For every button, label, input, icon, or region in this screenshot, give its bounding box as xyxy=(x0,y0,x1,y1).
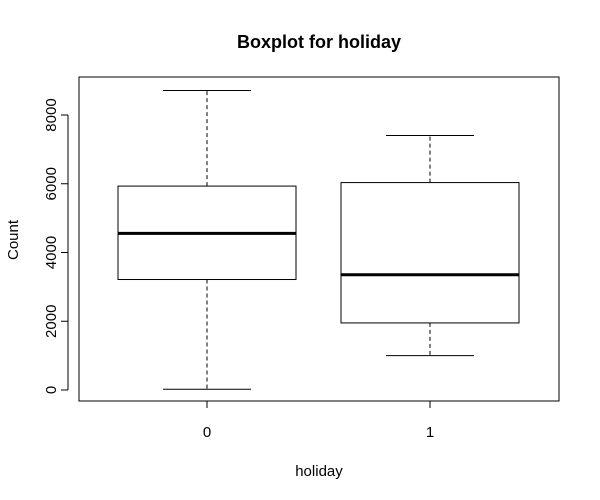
x-axis-label: holiday xyxy=(295,463,343,480)
box-1 xyxy=(340,135,520,357)
box-0 xyxy=(117,89,297,390)
x-tick-label: 0 xyxy=(203,424,211,441)
y-tick-label: 6000 xyxy=(43,167,60,200)
box-group xyxy=(117,89,520,390)
iqr-box xyxy=(340,182,520,324)
chart-title: Boxplot for holiday xyxy=(237,32,401,52)
y-tick-label: 4000 xyxy=(43,236,60,269)
y-tick-label: 2000 xyxy=(43,305,60,338)
y-tick-label: 0 xyxy=(43,386,60,394)
x-tick-label: 1 xyxy=(426,424,434,441)
y-axis-label: Count xyxy=(5,219,22,260)
y-axis: 0 2000 4000 6000 8000 xyxy=(43,98,69,394)
y-tick-label: 8000 xyxy=(43,98,60,131)
